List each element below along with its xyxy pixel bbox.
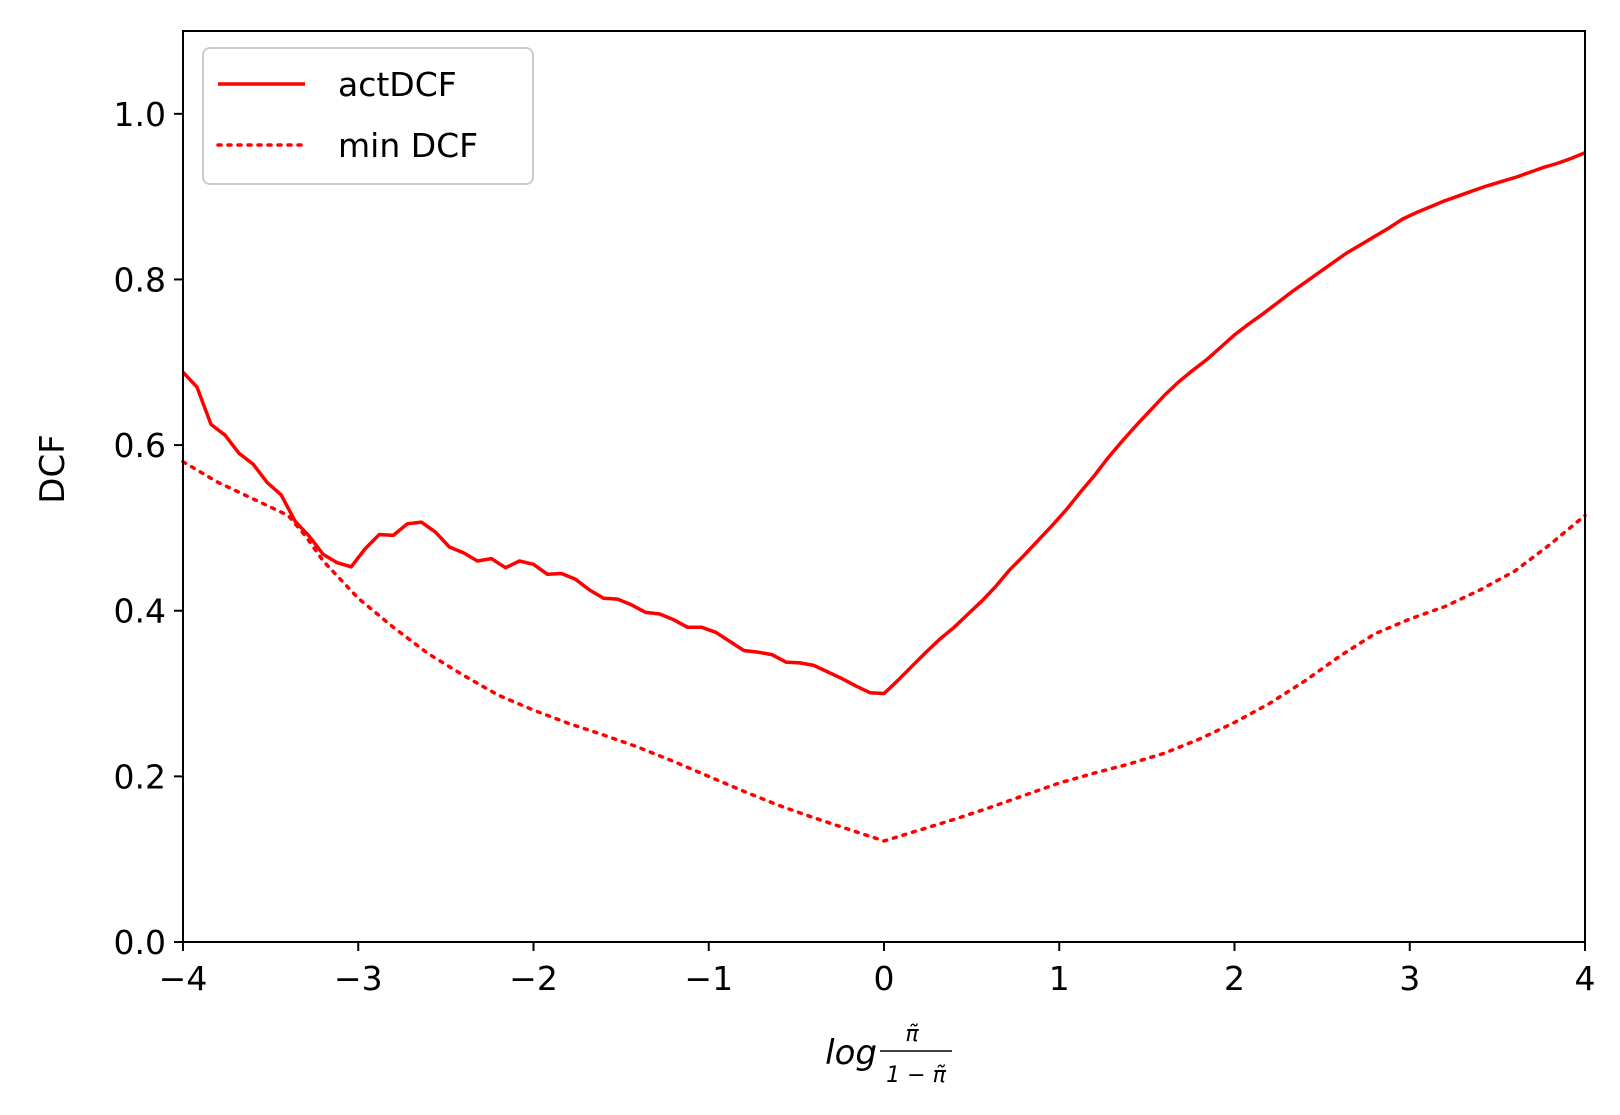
legend-label-mindcf: min DCF	[338, 126, 478, 165]
y-tick-label: 0.4	[114, 592, 166, 631]
x-tick-label: −4	[159, 959, 208, 998]
x-tick-label: −2	[509, 959, 558, 998]
y-tick-label: 0.2	[114, 757, 166, 796]
series-layer	[181, 151, 1587, 843]
x-axis-label-fraction-denominator: 1 − π̃	[886, 1063, 946, 1088]
x-tick-label: −3	[334, 959, 383, 998]
y-tick-label: 0.6	[114, 426, 166, 465]
legend: actDCF min DCF	[202, 47, 534, 185]
x-tick-label: 0	[874, 959, 895, 998]
y-axis-label: DCF	[33, 434, 73, 503]
y-tick-label: 1.0	[114, 95, 166, 134]
legend-label-actdcf: actDCF	[338, 65, 457, 104]
legend-box	[202, 47, 534, 185]
series-line-mindcf	[181, 459, 1587, 843]
y-tick-label: 0.8	[114, 260, 166, 299]
x-axis-label-fraction-numerator: π̃	[905, 1022, 919, 1047]
y-tick-label: 0.0	[114, 923, 166, 962]
x-tick-label: 2	[1224, 959, 1245, 998]
x-axis-label: log π̃ 1 − π̃	[825, 1022, 952, 1088]
x-tick-label: −1	[684, 959, 733, 998]
x-axis-label-log: log	[825, 1033, 877, 1073]
x-tick-label: 1	[1049, 959, 1070, 998]
x-tick-label: 4	[1575, 959, 1596, 998]
tick-layer: −4 −3 −2 −1 0 1 2 3 4 0.0 0.2 0.4 0.6 0.8 1.0	[114, 95, 1596, 998]
x-tick-label: 3	[1399, 959, 1420, 998]
series-line-actdcf	[181, 151, 1586, 696]
